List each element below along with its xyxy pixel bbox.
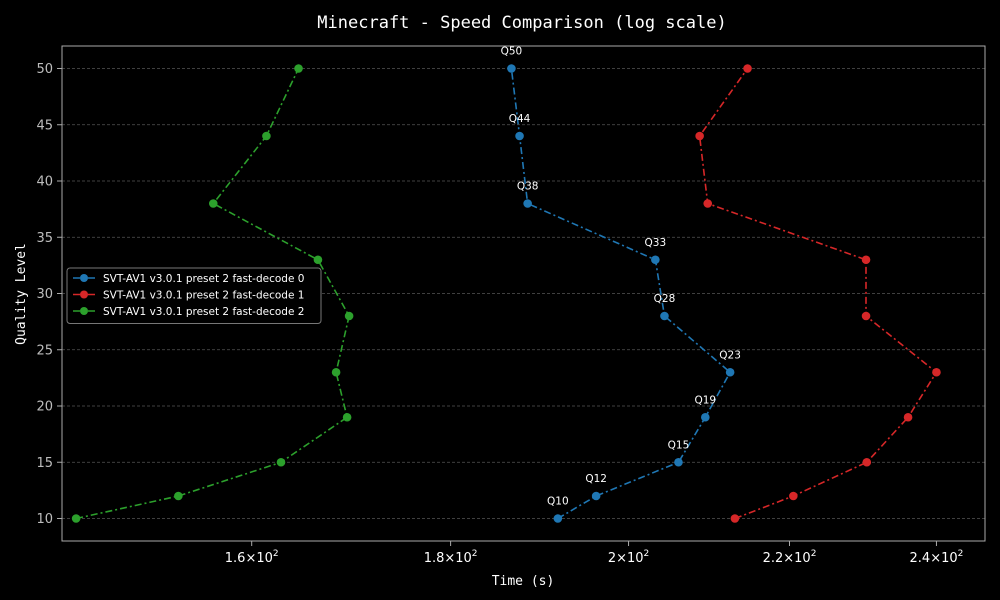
series-1 [695, 64, 941, 523]
legend-frame [66, 267, 322, 324]
legend-marker [80, 290, 88, 299]
chart-title: Minecraft - Speed Comparison (log scale) [317, 13, 726, 33]
data-point [523, 199, 532, 208]
data-point [342, 412, 352, 422]
point-label: Q28 [654, 293, 676, 305]
point-label: Q33 [645, 237, 667, 249]
series-2 [71, 64, 354, 523]
data-point [789, 491, 798, 501]
data-point [313, 255, 323, 265]
data-point [862, 457, 872, 467]
data-point [591, 491, 601, 501]
y-tick-label: 35 [36, 231, 53, 246]
y-tick-label: 45 [36, 118, 53, 133]
y-axis-label: Quality Level [14, 243, 29, 345]
data-point [660, 311, 669, 321]
data-point [294, 64, 303, 73]
y-tick-label: 15 [36, 456, 53, 471]
data-point [515, 131, 524, 141]
axes-layer: 10 15 20 25 30 35 40 45 50 1.6×102 1.8×102 2×102 2.2… [36, 45, 986, 566]
x-tick-label: 2×102 [608, 549, 649, 566]
point-label: Q50 [501, 46, 523, 58]
grid-layer [62, 68, 985, 519]
series-0: Q10 Q12 Q15 Q19 Q23 Q28 Q33 Q38 Q44 Q50 [501, 46, 741, 523]
legend: SVT-AV1 v3.0.1 preset 2 fast-decode 0 SVT… [66, 267, 322, 324]
point-label: Q38 [517, 181, 539, 193]
y-tick-label: 20 [36, 400, 53, 415]
x-tick-label: 1.8×102 [424, 549, 478, 566]
data-point [703, 199, 713, 208]
plot-frame [61, 45, 986, 542]
y-tick-label: 30 [36, 287, 53, 302]
point-label: Q10 [547, 496, 569, 508]
data-point [71, 514, 81, 523]
legend-entry: SVT-AV1 v3.0.1 preset 2 fast-decode 0 [103, 273, 304, 285]
x-tick-label: 1.6×102 [225, 549, 279, 566]
data-point [276, 457, 286, 467]
point-label: Q12 [585, 473, 607, 485]
point-label: Q44 [509, 113, 531, 125]
data-point [262, 131, 271, 141]
data-point [208, 199, 218, 208]
y-tick-label: 40 [36, 175, 53, 190]
data-point [553, 514, 563, 523]
data-point [932, 367, 941, 377]
data-point [743, 64, 752, 73]
y-tick-label: 25 [36, 343, 53, 358]
data-point [861, 255, 871, 265]
data-point [701, 412, 710, 422]
legend-entry: SVT-AV1 v3.0.1 preset 2 fast-decode 2 [103, 306, 304, 318]
legend-marker [80, 274, 88, 282]
data-point [174, 491, 183, 501]
x-tick-label: 2.2×102 [763, 549, 817, 566]
data-point [725, 367, 735, 377]
point-label: Q19 [694, 394, 716, 406]
data-point [344, 311, 354, 321]
point-label: Q15 [668, 439, 690, 451]
legend-entry: SVT-AV1 v3.0.1 preset 2 fast-decode 1 [103, 289, 304, 301]
y-tick-label: 10 [36, 512, 53, 527]
point-label: Q23 [719, 349, 741, 361]
data-point [695, 131, 704, 141]
series-layer: Q10 Q12 Q15 Q19 Q23 Q28 Q33 Q38 Q44 Q50 [71, 46, 941, 523]
data-point [861, 311, 871, 321]
data-point [507, 64, 516, 73]
legend-marker [80, 307, 88, 315]
data-point [730, 514, 740, 523]
data-point [674, 457, 683, 467]
x-axis-label: Time (s) [492, 574, 555, 589]
data-point [651, 255, 660, 265]
y-tick-label: 50 [36, 62, 53, 77]
data-point [903, 412, 913, 422]
x-tick-label: 2.4×102 [910, 549, 964, 566]
series-line [698, 68, 938, 520]
series-line [510, 68, 732, 520]
data-point [331, 367, 341, 377]
